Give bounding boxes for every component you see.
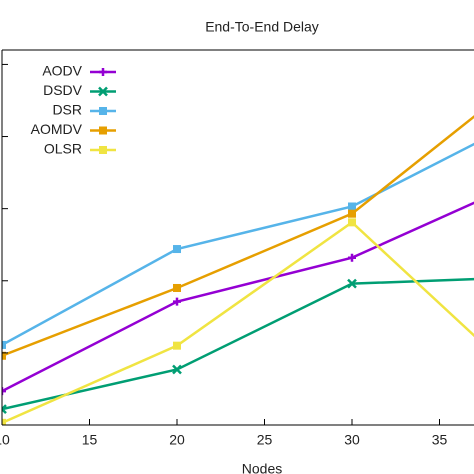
legend-marker [99, 107, 107, 115]
x-tick-label: 25 [257, 432, 273, 448]
marker [348, 253, 356, 262]
plot-area [2, 115, 474, 425]
series-line [2, 115, 474, 357]
marker [348, 202, 356, 211]
x-tick-label: 35 [432, 432, 448, 448]
legend-label: AOMDV [31, 121, 83, 137]
marker [2, 404, 7, 415]
legend-label: DSR [52, 102, 82, 118]
x-tick-label: 15 [82, 432, 98, 448]
marker [348, 209, 356, 218]
x-tick-label: 10 [0, 432, 10, 448]
marker [2, 351, 6, 360]
marker [2, 418, 6, 425]
legend-marker [98, 86, 108, 97]
legend-marker [99, 126, 107, 135]
series-line [2, 142, 474, 347]
series-line [2, 220, 474, 424]
marker [173, 283, 181, 292]
x-tick-label: 30 [344, 432, 360, 448]
x-tick-label: 20 [169, 432, 185, 448]
legend-label: DSDV [43, 82, 83, 98]
series-line [2, 277, 474, 411]
marker [2, 387, 6, 396]
marker [172, 364, 182, 375]
marker [347, 278, 357, 289]
legend-label: OLSR [44, 141, 82, 157]
x-axis-label: Nodes [242, 461, 282, 474]
series-line [2, 201, 474, 393]
legend-marker [99, 68, 107, 76]
marker [173, 297, 181, 306]
legend-marker [99, 146, 107, 154]
legend-label: AODV [42, 63, 82, 79]
marker [173, 245, 181, 254]
marker [348, 218, 356, 227]
marker [2, 340, 6, 349]
marker [173, 341, 181, 350]
chart-title: End-To-End Delay [205, 19, 319, 35]
